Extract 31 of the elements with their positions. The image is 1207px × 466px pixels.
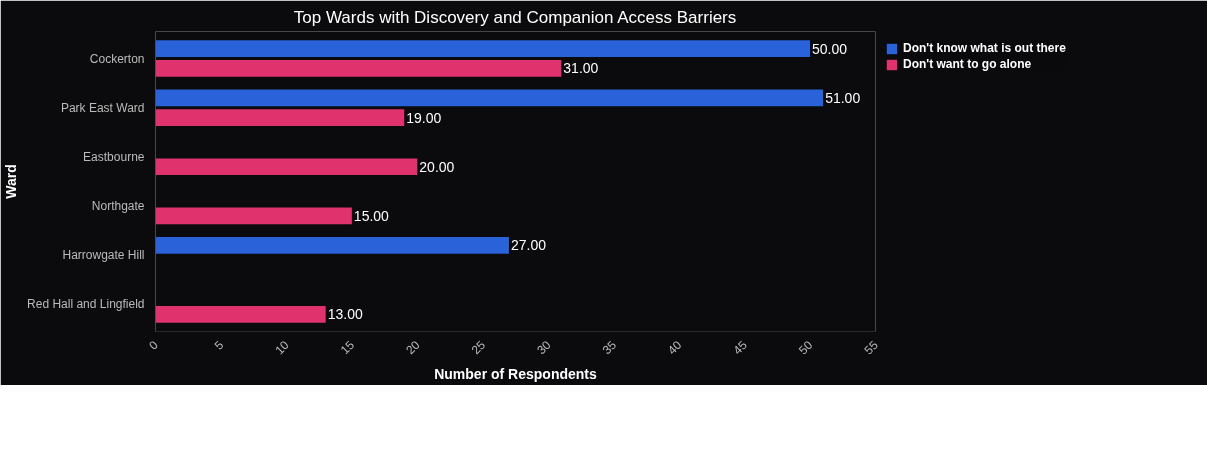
x-tick-label: 10: [272, 337, 292, 358]
x-tick-label: 5: [211, 337, 227, 353]
legend-label: Don't want to go alone: [903, 57, 1032, 71]
data-label: 31.00: [563, 60, 599, 77]
y-tick-label: Harrowgate Hill: [62, 248, 145, 263]
data-label: 20.00: [419, 158, 455, 175]
x-tick-label: 0: [146, 337, 162, 353]
legend-label: Don't know what is out there: [903, 41, 1066, 55]
data-label: 27.00: [510, 237, 547, 254]
x-tick-label: 40: [665, 337, 685, 358]
x-tick-label: 15: [337, 337, 358, 358]
data-label: 50.00: [812, 40, 848, 57]
x-tick-label: 25: [468, 337, 489, 358]
y-tick-label: Northgate: [91, 199, 145, 214]
y-tick-label: Eastbourne: [83, 149, 145, 164]
data-label: 51.00: [825, 89, 861, 106]
chart-title: Top Wards with Discovery and Companion Access Barriers: [293, 7, 737, 27]
x-tick-label: 45: [730, 337, 751, 358]
x-tick-label: 50: [796, 337, 816, 358]
y-axis-title: Ward: [3, 164, 20, 199]
data-label: 13.00: [327, 306, 363, 323]
y-tick-label: Red Hall and Lingfield: [27, 297, 145, 312]
y-tick-label: Cockerton: [89, 51, 145, 66]
y-tick-label: Park East Ward: [60, 100, 145, 115]
data-label: 15.00: [353, 207, 390, 224]
x-tick-label: 30: [534, 337, 554, 358]
data-label: 19.00: [406, 109, 442, 126]
x-tick-label: 20: [403, 337, 423, 358]
x-axis-title: Number of Respondents: [434, 366, 597, 383]
x-tick-label: 55: [861, 337, 882, 358]
x-tick-label: 35: [599, 337, 620, 358]
